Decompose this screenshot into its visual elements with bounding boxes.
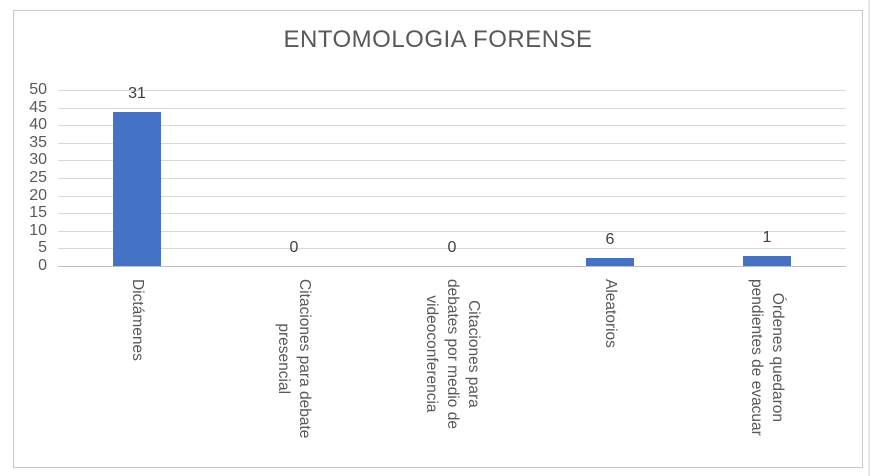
bar-value-label: 0 [447, 239, 457, 256]
y-axis-tick-label: 20 [29, 187, 47, 204]
bar-value-label: 6 [605, 231, 615, 248]
y-axis-tick-label: 45 [29, 99, 47, 116]
bar [743, 256, 791, 266]
category-label: Órdenes quedaron pendientes de evacuar [748, 279, 786, 436]
page-edge-line [868, 0, 870, 476]
y-axis-tick-label: 40 [29, 116, 47, 133]
gridline [58, 231, 846, 232]
gridline [58, 125, 846, 126]
gridline [58, 160, 846, 161]
category-label: Citaciones para debate presencial [275, 279, 313, 439]
category-label: Dictámenes [128, 279, 146, 361]
y-axis-tick-label: 15 [29, 204, 47, 221]
gridline [58, 248, 846, 249]
gridline [58, 213, 846, 214]
y-axis-tick-label: 35 [29, 134, 47, 151]
bar [586, 258, 634, 266]
chart-title: ENTOMOLOGIA FORENSE [283, 26, 593, 53]
gridline [58, 143, 846, 144]
bar [113, 112, 161, 266]
gridline [58, 108, 846, 109]
bar-value-label: 0 [289, 239, 299, 256]
bar-value-label: 1 [762, 229, 772, 246]
y-axis-tick-label: 0 [38, 257, 47, 274]
gridline [58, 178, 846, 179]
gridline [58, 90, 846, 91]
gridline [58, 196, 846, 197]
y-axis-tick-label: 50 [29, 81, 47, 98]
y-axis-tick-label: 25 [29, 169, 47, 186]
x-axis-line [58, 266, 846, 267]
category-label: Aleatorios [601, 279, 619, 348]
y-axis-tick-label: 10 [29, 222, 47, 239]
bar-value-label: 31 [128, 85, 146, 102]
y-axis-tick-label: 30 [29, 151, 47, 168]
category-label: Citaciones para debates por medio de vid… [422, 279, 482, 429]
y-axis-tick-label: 5 [38, 239, 47, 256]
